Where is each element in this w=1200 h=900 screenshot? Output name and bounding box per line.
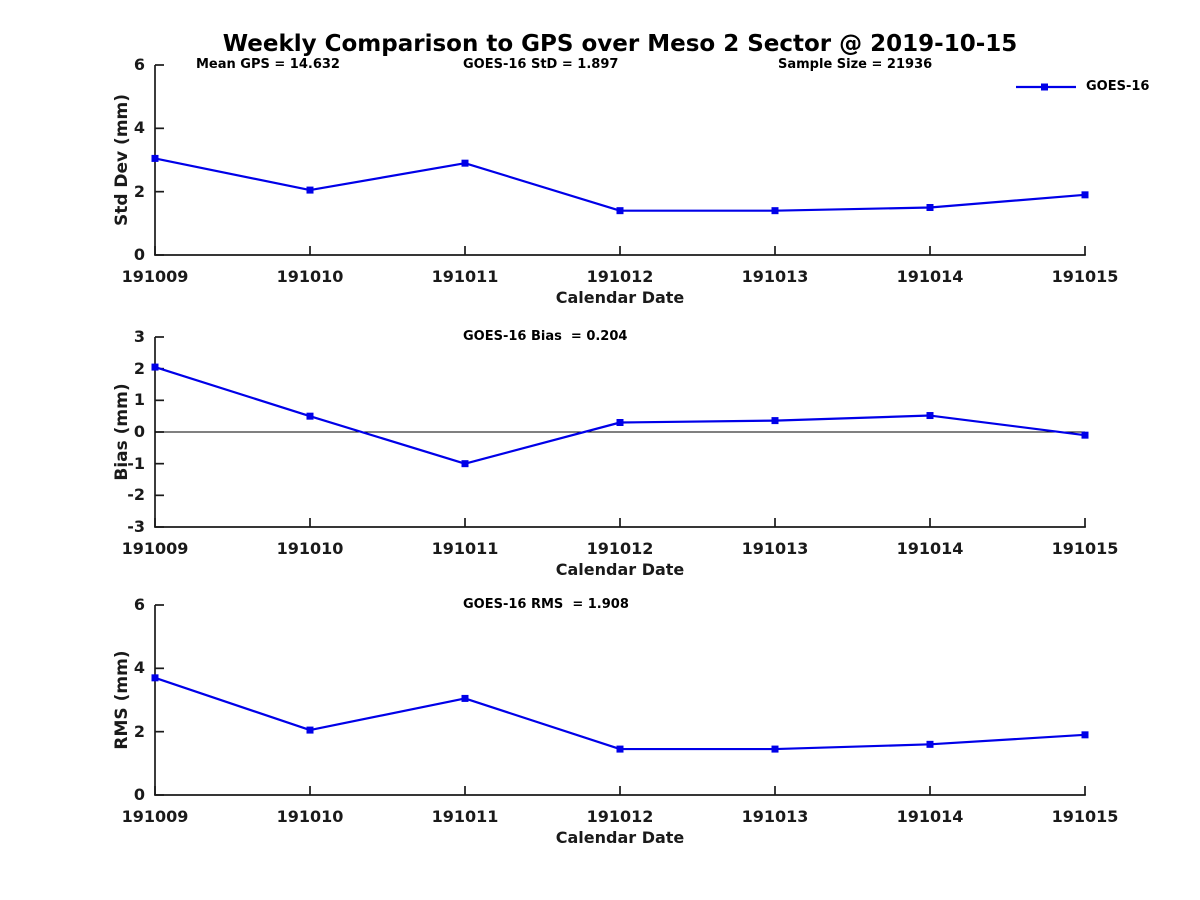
- y-tick-label: 0: [133, 245, 145, 264]
- y-tick-label: 2: [133, 358, 145, 378]
- x-tick-label: 191013: [741, 267, 809, 286]
- y-tick-label: 2: [133, 181, 145, 201]
- x-tick-label: 191014: [896, 539, 964, 558]
- annotation-goes-bias: GOES-16 Bias = 0.204: [463, 329, 628, 344]
- x-axis-label-bias: Calendar Date: [555, 560, 685, 579]
- y-tick-label: -2: [127, 485, 145, 505]
- x-tick-label: 191011: [431, 267, 499, 286]
- x-tick-label: 191013: [741, 539, 809, 558]
- y-tick-label: 4: [133, 118, 145, 138]
- chart-title: Weekly Comparison to GPS over Meso 2 Sec…: [222, 31, 1018, 57]
- y-tick-label: 4: [133, 658, 145, 678]
- x-tick-label: 191012: [586, 539, 654, 558]
- x-tick-label: 191009: [121, 539, 189, 558]
- x-tick-label: 191013: [741, 807, 809, 826]
- y-tick-label: 2: [133, 721, 145, 741]
- x-tick-label: 191015: [1051, 539, 1119, 558]
- x-tick-label: 191014: [896, 267, 964, 286]
- x-tick-label: 191014: [896, 807, 964, 826]
- legend: GOES-16: [1014, 79, 1149, 94]
- x-tick-label: 191010: [276, 807, 344, 826]
- annotation-goes-rms: GOES-16 RMS = 1.908: [463, 597, 629, 612]
- annotation-goes-std: GOES-16 StD = 1.897: [463, 57, 619, 72]
- x-tick-label: 191010: [276, 539, 344, 558]
- x-tick-label: 191015: [1051, 267, 1119, 286]
- y-axis-label-stddev: Std Dev (mm): [112, 93, 132, 227]
- x-axis-label-stddev: Calendar Date: [555, 288, 685, 307]
- x-tick-label: 191011: [431, 539, 499, 558]
- legend-line-icon: [1016, 83, 1076, 90]
- y-tick-label: 3: [133, 327, 145, 346]
- y-tick-label: 0: [133, 422, 145, 441]
- y-tick-label: 6: [133, 55, 145, 74]
- x-tick-label: 191009: [121, 807, 189, 826]
- y-tick-label: -1: [127, 453, 145, 473]
- x-tick-label: 191015: [1051, 807, 1119, 826]
- x-axis-label-rms: Calendar Date: [555, 828, 685, 847]
- x-tick-label: 191009: [121, 267, 189, 286]
- x-tick-label: 191012: [586, 807, 654, 826]
- annotation-sample-size: Sample Size = 21936: [778, 57, 933, 72]
- x-tick-label: 191010: [276, 267, 344, 286]
- legend-label: GOES-16: [1086, 79, 1150, 94]
- x-tick-label: 191011: [431, 807, 499, 826]
- annotation-mean-gps: Mean GPS = 14.632: [196, 57, 340, 72]
- y-tick-label: 0: [133, 785, 145, 804]
- x-tick-label: 191012: [586, 267, 654, 286]
- y-tick-label: -3: [127, 517, 145, 536]
- y-tick-label: 6: [133, 595, 145, 614]
- y-tick-label: 1: [133, 390, 145, 410]
